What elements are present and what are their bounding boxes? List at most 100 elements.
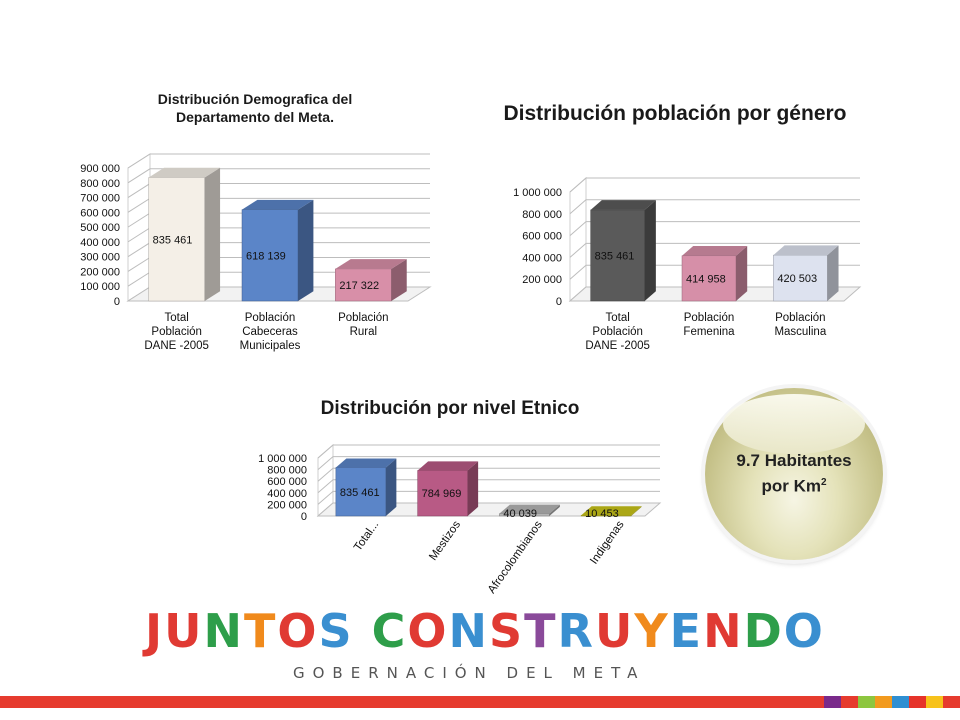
logo-letter: Y — [634, 604, 670, 658]
chart-side-wall — [569, 176, 587, 303]
bar — [499, 504, 560, 517]
x-tick-label: Femenina — [683, 326, 735, 338]
y-tick-label: 100 000 — [80, 281, 120, 293]
gridline — [569, 264, 860, 280]
y-tick-label: 400 000 — [522, 252, 562, 264]
bar — [335, 259, 407, 302]
bar-front — [148, 177, 205, 302]
x-tick-label: Total — [165, 312, 189, 324]
logo-letter: N — [448, 604, 490, 658]
y-tick-label: 200 000 — [522, 274, 562, 286]
bar-side — [549, 504, 560, 516]
density-unit: por Km — [761, 476, 821, 496]
gridline — [127, 153, 430, 169]
chart-title-genero: Distribución población por género — [503, 102, 847, 125]
y-tick-label: 600 000 — [80, 207, 120, 219]
y-tick-label: 400 000 — [80, 237, 120, 249]
data-label: 40 039 — [503, 508, 537, 520]
logo-subtitle: GOBERNACIÓN DEL META — [293, 664, 646, 682]
bar-side — [736, 245, 748, 301]
density-gloss — [723, 394, 865, 454]
footer-color-square — [858, 696, 875, 708]
gridline — [127, 168, 430, 184]
y-tick-label: 800 000 — [80, 178, 120, 190]
logo-letter: J — [145, 604, 165, 658]
chart-0: 0 100 000 200 000 300 000 400 000 500 000 600 … — [80, 153, 432, 352]
bar-top — [581, 506, 642, 516]
x-tick-label: Rural — [350, 326, 377, 338]
x-tick-label: Población — [151, 326, 202, 338]
logo-letter: D — [743, 604, 784, 658]
x-tick-label: Población — [592, 326, 643, 338]
density-badge: 9.7 Habitantes por Km2 — [705, 388, 883, 560]
logo-letter: T — [524, 604, 558, 658]
bar-side — [631, 506, 642, 516]
y-tick-label: 300 000 — [80, 252, 120, 264]
bar-side — [204, 167, 221, 301]
data-label: 217 322 — [339, 280, 379, 292]
logo-letter: N — [203, 604, 244, 658]
x-tick-label: Cabeceras — [242, 326, 298, 338]
logo-letter: C — [371, 604, 408, 658]
x-tick-label: DANE -2005 — [585, 340, 650, 352]
y-tick-label: 400 000 — [267, 488, 307, 500]
bar-front — [590, 209, 645, 302]
data-label: 784 969 — [422, 488, 462, 500]
y-tick-label: 200 000 — [267, 499, 307, 511]
bar — [580, 506, 642, 517]
chart-title-demografica: Distribución Demografica del Departament… — [157, 91, 353, 125]
chart-title-etnico: Distribución por nivel Etnico — [320, 398, 580, 419]
bar-side — [827, 245, 839, 301]
footer-color-square — [926, 696, 943, 708]
logo-letter — [354, 604, 372, 658]
density-text: 9.7 Habitantes por Km2 — [705, 450, 883, 498]
density-superscript: 2 — [820, 477, 827, 488]
logo-letter: T — [243, 604, 278, 658]
bar-top — [335, 458, 397, 468]
footer-color-square — [824, 696, 841, 708]
footer-color-square — [909, 696, 926, 708]
y-tick-label: 600 000 — [522, 231, 562, 243]
data-label: 414 958 — [686, 273, 726, 285]
x-tick-label: DANE -2005 — [144, 340, 209, 352]
bar-top — [417, 461, 479, 471]
logo-letter: E — [669, 604, 704, 658]
bar — [335, 458, 397, 517]
x-tick-label: Población — [684, 312, 735, 324]
data-label: 835 461 — [595, 250, 635, 262]
bar-side — [467, 461, 479, 516]
x-tick-label: Masculina — [774, 326, 826, 338]
data-label: 10 453 — [585, 508, 619, 520]
y-tick-label: 900 000 — [80, 163, 120, 175]
footer-bar — [0, 696, 960, 708]
gridline — [569, 242, 860, 258]
footer-color-square — [875, 696, 892, 708]
logo-letter: O — [407, 604, 449, 658]
data-label: 420 503 — [777, 273, 817, 285]
y-tick-label: 0 — [556, 296, 562, 308]
gridline — [317, 490, 660, 505]
gridline — [569, 177, 860, 193]
logo-letter: R — [557, 604, 595, 658]
bar-side — [391, 259, 407, 301]
logo-letter: S — [489, 604, 525, 658]
footer-color-square — [841, 696, 858, 708]
logo-letter: S — [318, 604, 354, 658]
logo-letter: O — [783, 604, 825, 658]
bar-side — [644, 200, 656, 301]
y-tick-label: 1 000 000 — [258, 453, 307, 465]
x-tick-label: Total... — [352, 519, 381, 554]
bar — [590, 200, 656, 302]
logo-letter: U — [594, 604, 635, 658]
data-label: 835 461 — [340, 487, 380, 499]
bar — [681, 245, 748, 302]
gridline — [569, 199, 860, 215]
logo-wordmark: JUNTOS CONSTRUYENDO — [145, 608, 825, 654]
bar-top — [590, 200, 656, 210]
y-tick-label: 800 000 — [522, 209, 562, 221]
bar-top — [499, 504, 560, 514]
x-tick-label: Mestizos — [427, 519, 463, 563]
y-tick-label: 500 000 — [80, 222, 120, 234]
